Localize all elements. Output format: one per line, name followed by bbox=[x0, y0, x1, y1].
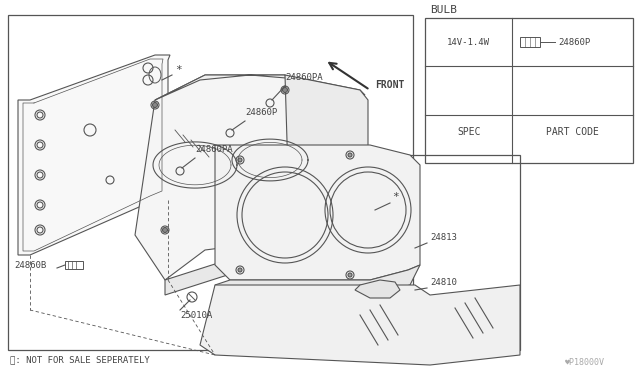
Bar bbox=[310, 155, 520, 350]
Circle shape bbox=[348, 273, 352, 277]
Circle shape bbox=[163, 228, 168, 232]
Polygon shape bbox=[165, 235, 368, 295]
Text: ※: NOT FOR SALE SEPERATELY: ※: NOT FOR SALE SEPERATELY bbox=[10, 355, 150, 364]
Polygon shape bbox=[215, 145, 420, 280]
Text: 14V-1.4W: 14V-1.4W bbox=[447, 38, 490, 46]
Bar bbox=[8, 15, 413, 350]
Polygon shape bbox=[155, 75, 365, 100]
Circle shape bbox=[152, 103, 157, 108]
Polygon shape bbox=[135, 75, 290, 280]
Circle shape bbox=[282, 232, 287, 237]
Text: SPEC: SPEC bbox=[457, 126, 481, 137]
Polygon shape bbox=[215, 265, 420, 295]
Bar bbox=[520, 37, 540, 47]
Text: 24860P: 24860P bbox=[245, 108, 277, 117]
Text: FRONT: FRONT bbox=[375, 80, 404, 90]
Polygon shape bbox=[355, 280, 400, 298]
Text: 24810: 24810 bbox=[430, 278, 457, 287]
Circle shape bbox=[238, 158, 242, 162]
Circle shape bbox=[282, 87, 287, 93]
Text: ♥P18000V: ♥P18000V bbox=[565, 358, 605, 367]
Text: 24860B: 24860B bbox=[14, 261, 46, 270]
Polygon shape bbox=[200, 285, 520, 365]
Text: 24813: 24813 bbox=[430, 233, 457, 242]
Text: 24860PA: 24860PA bbox=[195, 145, 232, 154]
Bar bbox=[425, 18, 633, 163]
Polygon shape bbox=[285, 75, 368, 240]
Polygon shape bbox=[18, 55, 170, 255]
Circle shape bbox=[348, 153, 352, 157]
Text: *: * bbox=[392, 192, 399, 202]
Text: PART CODE: PART CODE bbox=[547, 126, 599, 137]
Text: 24860PA: 24860PA bbox=[285, 73, 323, 82]
Circle shape bbox=[238, 268, 242, 272]
Text: BULB: BULB bbox=[430, 5, 457, 15]
Text: *: * bbox=[175, 65, 182, 75]
Text: 25010A: 25010A bbox=[180, 311, 212, 320]
Bar bbox=[65, 261, 83, 269]
Text: 24860P: 24860P bbox=[558, 38, 591, 46]
